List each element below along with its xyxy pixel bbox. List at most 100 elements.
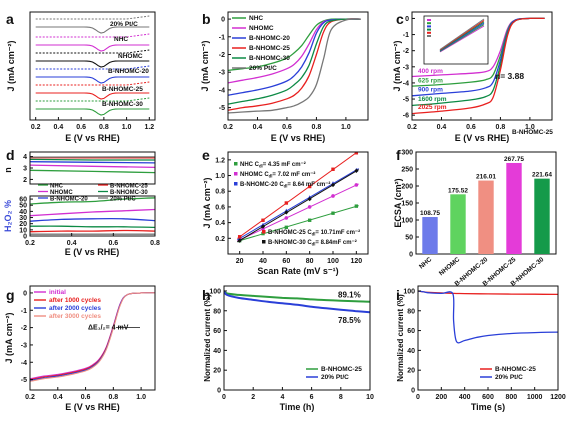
legend-label-part: B-NHOMC-30 C: [268, 240, 312, 246]
legend-label-part: B-NHOMC-20 C: [240, 182, 284, 188]
legend-label-b-nhomc-25: B-NHOMC-25: [249, 45, 290, 52]
y-tick-label: 0: [217, 388, 221, 395]
cv-curve-nhomc: [35, 60, 150, 68]
series-label-b-nhomc-20: B-NHOMC-20: [108, 68, 149, 75]
series-line-20-pt-c: [228, 18, 361, 114]
legend-label-nhc: NHC: [249, 15, 263, 22]
inset-legend-swatch: [427, 22, 431, 25]
legend-label-part: NHOMC C: [240, 172, 269, 178]
series-line-20-pt-c: [224, 290, 370, 314]
series-line-b-nhomc-25: [228, 18, 361, 111]
data-point: [331, 167, 335, 171]
half-wave-shift-annotation: ΔE₁/₂= 4 mV: [88, 325, 129, 332]
electron-transfer-number: n= 3.88: [495, 71, 524, 81]
x-tick-label: 800: [505, 394, 517, 401]
y-tick-label: 4: [23, 154, 27, 161]
legend-label-part: dl: [312, 232, 316, 237]
y-tick-label: 60: [19, 197, 27, 204]
y-tick-label: 1.2: [215, 157, 225, 164]
legend-label-b-nhomc-20: B-NHOMC-20: [50, 197, 88, 203]
series-label-b-nhomc-30: B-NHOMC-30: [102, 101, 143, 108]
x-tick-label: 1.0: [136, 394, 146, 401]
x-tick-label: 1.0: [525, 124, 535, 131]
data-point: [284, 216, 289, 220]
y-tick-label: 150: [401, 201, 413, 208]
inset-legend-swatch: [427, 25, 431, 28]
y-tick-label: 40: [407, 348, 415, 355]
y-tick-label: 10: [19, 227, 27, 234]
legend-label-nhomc: NHOMC Cdl= 7.02 mF cm⁻²: [240, 171, 315, 179]
fit-line-nhomc: [237, 183, 359, 242]
series-label-20-pt-c: 20% Pt/C: [110, 21, 138, 28]
y-tick-label: -6: [403, 113, 409, 120]
legend-label-b-nhomc-25: B-NHOMC-25: [321, 366, 362, 373]
y-tick-label: -5: [21, 377, 27, 384]
data-point: [331, 211, 335, 215]
data-point: [354, 183, 359, 187]
x-tick-label: 1.0: [122, 124, 132, 131]
y-tick-label: 20: [213, 368, 221, 375]
h2o2-line-b-nhomc-30: [30, 225, 155, 229]
x-tick-label: 0.8: [108, 394, 118, 401]
inset-legend-swatch: [427, 19, 431, 21]
legend-label-part: B-NHOMC-25 C: [268, 230, 312, 236]
data-point: [261, 227, 265, 231]
legend-label-nhc: NHC Cdl= 4.35 mF cm⁻²: [240, 161, 306, 169]
data-point: [354, 152, 359, 155]
series-line-b-nhomc-25: [224, 290, 370, 303]
x-tick-label: 0.2: [25, 240, 35, 247]
x-axis-label-g: E (V vs RHE): [65, 402, 120, 412]
x-tick-label: 200: [435, 394, 447, 401]
x-tick-label: 0.4: [54, 124, 64, 131]
data-point: [307, 205, 312, 209]
y-tick-label: -3: [219, 70, 225, 77]
y-axis-label-c: J (mA cm⁻²): [392, 41, 402, 92]
legend-label-part: dl: [259, 164, 263, 169]
x-tick-label: 6: [310, 394, 314, 401]
x-tick-label: 80: [306, 258, 314, 265]
panel-letter-i: i: [396, 287, 400, 303]
series-label-b-nhomc-25: B-NHOMC-25: [102, 86, 143, 93]
legend-label-20-pt-c: 20% Pt/C: [495, 374, 523, 381]
data-point: [261, 218, 265, 222]
legend-label-part: dl: [312, 242, 316, 247]
x-tick-label: 0.8: [150, 240, 160, 247]
y-tick-label: -4: [21, 360, 27, 367]
data-point: [261, 231, 265, 236]
y-tick-label: 20: [407, 368, 415, 375]
y-tick-label: 60: [213, 328, 221, 335]
y-tick-label: 0.6: [215, 204, 225, 211]
y-tick-label: 1.0: [215, 173, 225, 180]
rpm-label-400-rpm: 400 rpm: [418, 68, 443, 75]
y-tick-label: 0: [23, 234, 27, 241]
h2o2-line-nhc: [30, 197, 155, 205]
series-line-after-3000-cycles: [30, 292, 155, 382]
y-tick-label: 0: [23, 290, 27, 297]
series-line-20-pt-c: [418, 290, 558, 344]
x-tick-label: 1.0: [341, 124, 351, 131]
y-tick-label: 3: [23, 166, 27, 173]
y-tick-label: 80: [213, 308, 221, 315]
y-tick-label: 0.8: [215, 189, 225, 196]
y-tick-label: 300: [401, 150, 413, 157]
x-tick-label: 1.2: [144, 124, 154, 131]
y-tick-label: -4: [219, 87, 225, 94]
legend-label-b-nhomc-30: B-NHOMC-30: [110, 190, 148, 196]
series-line-b-nhomc-20: [228, 18, 361, 96]
h2o2-line-b-nhomc-20: [30, 217, 155, 222]
data-point: [307, 196, 312, 202]
bar-value-label: 216.01: [476, 174, 496, 181]
legend-label-20-pt-c: 20% Pt/C: [110, 197, 136, 203]
axes-frame: [29, 195, 156, 237]
bar-value-label: 108.75: [420, 210, 440, 217]
fit-line-nhc: [237, 205, 359, 242]
cv-curve-b-nhomc-25: [35, 92, 150, 100]
y-axis-label-a: J (mA cm⁻²): [6, 41, 16, 92]
axes-frame: [411, 11, 553, 121]
legend-label-part: = 7.02 mF cm⁻²: [272, 171, 315, 178]
legend-label-b-nhomc-30: B-NHOMC-30 Cdl= 8.84mF cm⁻²: [268, 239, 357, 247]
x-tick-label: 0.2: [31, 124, 41, 131]
inset-fit-line: [439, 19, 485, 51]
cv-curve-b-nhomc-20: [35, 76, 150, 84]
